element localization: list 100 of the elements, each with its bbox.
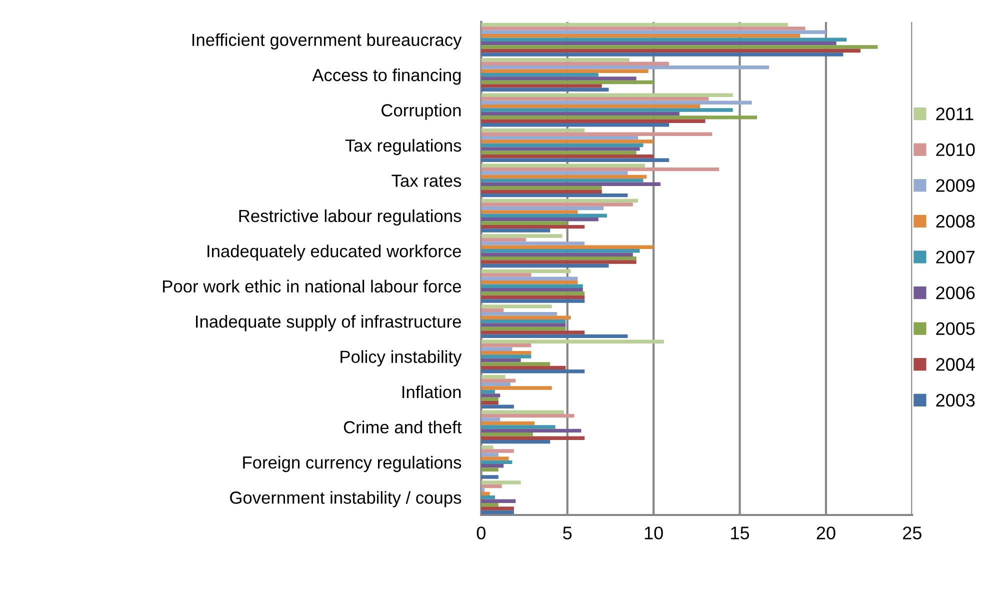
bar <box>481 326 566 331</box>
bar <box>481 366 566 370</box>
bar <box>481 276 578 281</box>
bar <box>481 34 800 38</box>
bar <box>481 386 552 390</box>
bar <box>481 154 654 158</box>
legend-label: 2003 <box>936 394 975 407</box>
bar <box>481 190 602 194</box>
bar <box>481 48 860 53</box>
bar <box>481 52 844 56</box>
bar <box>481 390 495 394</box>
bar <box>481 140 654 144</box>
bar <box>481 249 640 253</box>
legend-label: 2006 <box>936 286 975 300</box>
x-tick-label: 25 <box>903 526 922 540</box>
bar <box>481 308 504 312</box>
bar <box>481 45 878 49</box>
bar <box>481 404 514 408</box>
bar <box>481 210 578 214</box>
bar <box>481 104 700 108</box>
bar <box>481 260 636 264</box>
bar <box>481 464 504 468</box>
y-tick-label: Foreign currency regulations <box>243 456 462 472</box>
bar <box>481 499 516 503</box>
bar <box>481 312 558 316</box>
bar <box>481 41 836 46</box>
legend-label: 2004 <box>936 358 975 371</box>
bar <box>481 468 498 472</box>
bar <box>481 132 712 136</box>
bar <box>481 256 636 260</box>
bar <box>481 182 660 186</box>
bar <box>481 242 585 246</box>
bar <box>481 397 498 402</box>
bar <box>481 382 510 386</box>
y-tick-label: Access to financing <box>312 68 461 85</box>
bar <box>481 319 566 324</box>
bar <box>481 288 583 292</box>
bar <box>481 198 638 203</box>
bar <box>481 93 733 98</box>
bar <box>481 252 633 256</box>
bar <box>481 164 645 168</box>
bar <box>481 456 509 460</box>
bar <box>481 378 516 382</box>
bar <box>481 421 535 426</box>
bar <box>481 449 514 453</box>
bar <box>481 496 495 500</box>
bar <box>481 97 709 101</box>
bar <box>481 344 532 348</box>
bar <box>481 158 670 162</box>
bar <box>481 304 552 308</box>
bar <box>481 375 506 379</box>
bar <box>481 264 609 268</box>
bar <box>481 221 568 225</box>
y-tick-label: Tax rates <box>392 174 462 187</box>
bar <box>481 460 512 464</box>
bar <box>481 445 494 450</box>
bar <box>481 119 706 124</box>
bar <box>481 299 585 303</box>
bar <box>481 502 498 507</box>
x-tick-label: 15 <box>731 526 750 540</box>
bar <box>481 174 647 179</box>
bar <box>481 26 806 30</box>
bar <box>481 401 498 405</box>
bar <box>481 480 521 484</box>
bar <box>481 510 514 514</box>
y-tick-label: Policy instability <box>340 350 462 366</box>
bar <box>481 150 636 155</box>
bar <box>481 484 502 488</box>
bar <box>481 116 758 120</box>
bar <box>481 452 498 457</box>
legend-label: 2005 <box>936 322 975 336</box>
bar <box>481 269 571 274</box>
bar <box>481 136 638 140</box>
legend-label: 2008 <box>936 214 975 228</box>
x-tick-label: 5 <box>563 526 572 540</box>
legend-label: 2010 <box>936 143 975 156</box>
bar <box>481 112 680 116</box>
x-tick-label: 0 <box>476 526 486 540</box>
bar <box>481 214 608 218</box>
bar <box>481 128 585 132</box>
bar <box>481 62 670 66</box>
bar <box>481 492 490 496</box>
bar <box>481 354 532 358</box>
bar <box>481 171 628 175</box>
legend-label: 2007 <box>936 250 975 264</box>
bar <box>481 206 604 210</box>
bar <box>481 228 550 232</box>
y-tick-label: Crime and theft <box>344 420 462 434</box>
bar <box>481 76 636 80</box>
y-tick-label: Inflation <box>402 385 461 398</box>
bar <box>481 436 585 440</box>
bar <box>481 414 574 418</box>
bar <box>481 123 670 127</box>
bar <box>481 440 550 444</box>
bar <box>481 292 585 296</box>
bar <box>481 428 582 433</box>
bar <box>481 224 585 229</box>
bar <box>481 488 485 492</box>
legend-label: 2009 <box>936 179 975 192</box>
bar <box>481 202 633 206</box>
